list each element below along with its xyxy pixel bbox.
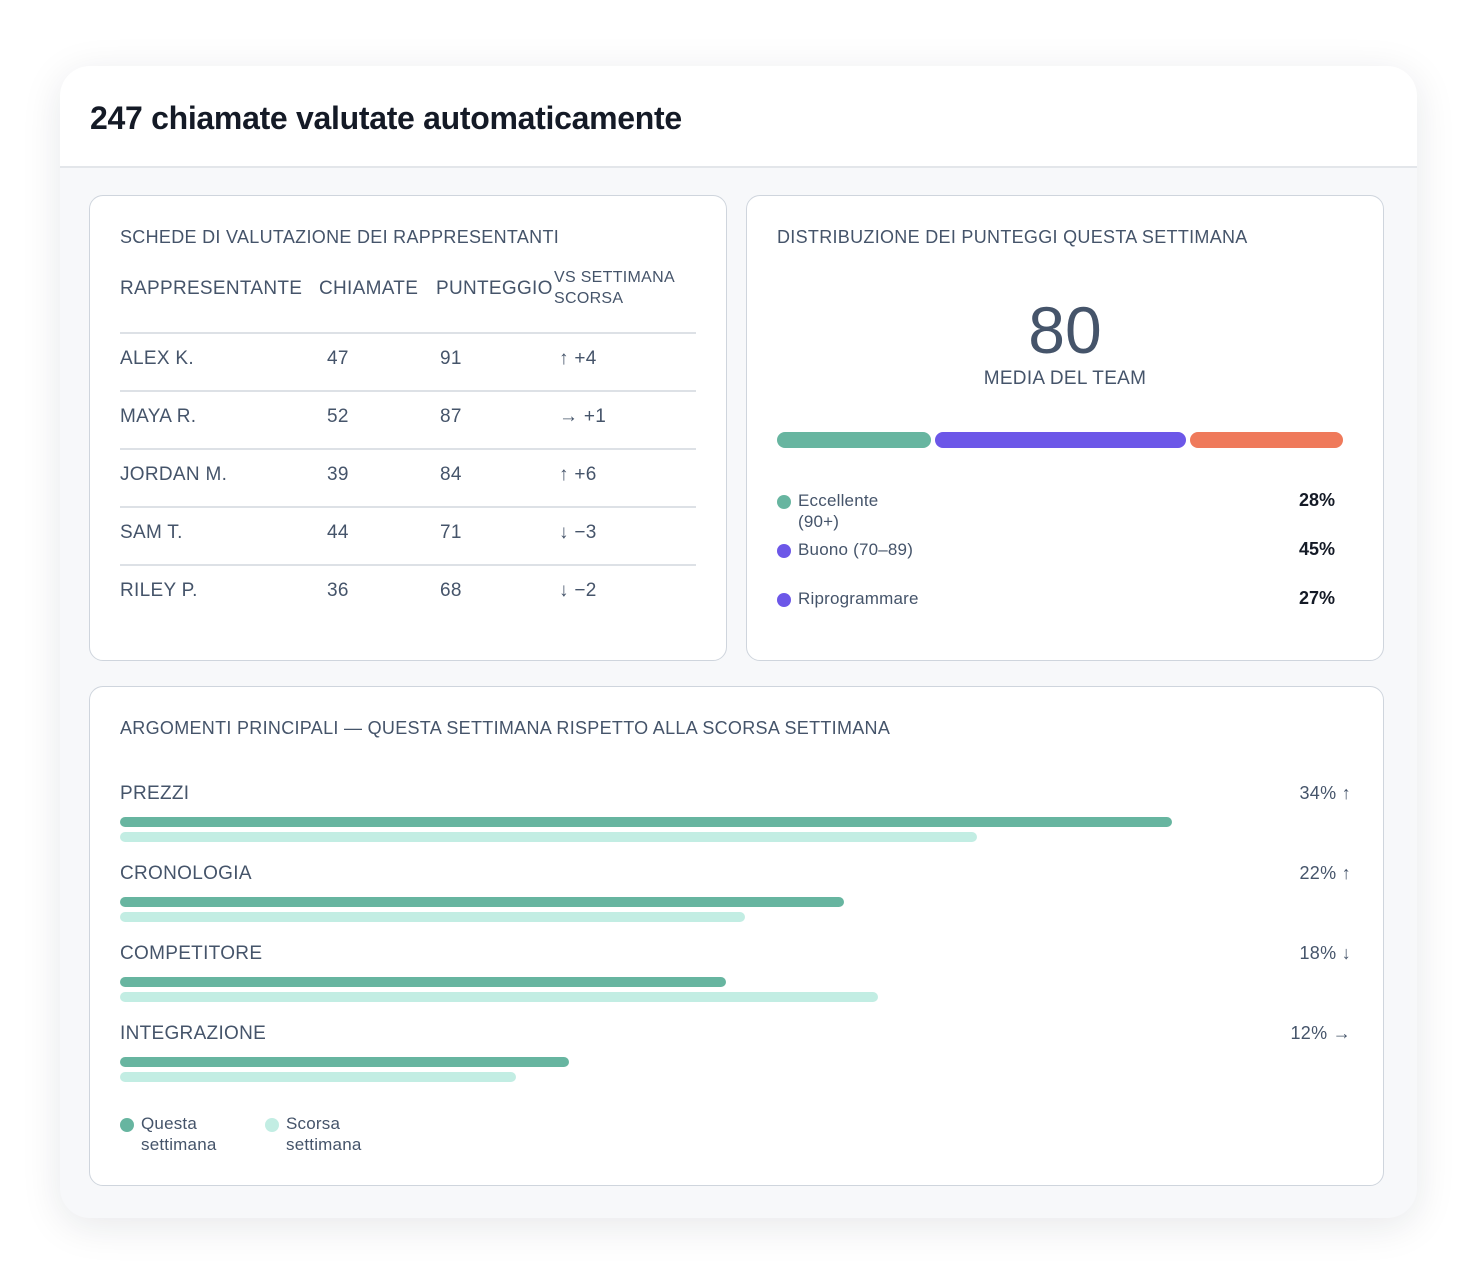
rep-trend: ↑ +4 (559, 348, 597, 369)
page-title: 247 chiamate valutate automaticamente (90, 100, 682, 136)
legend-label: Buono (70–89) (798, 540, 914, 559)
legend-dot (777, 593, 791, 607)
rep-name: ALEX K. (120, 348, 194, 369)
rep-trend: → +1 (559, 406, 607, 427)
this-week-bar (120, 977, 727, 987)
top-topics-panel: ARGOMENTI PRINCIPALI — QUESTA SETTIMANA … (89, 686, 1384, 1186)
rep-name: MAYA R. (120, 406, 197, 427)
rep-calls: 47 (327, 348, 349, 369)
rep-score: 91 (440, 348, 462, 369)
topic-percent: 34% ↑ (1299, 783, 1351, 803)
legend-label: Eccellente (90+) (798, 491, 879, 531)
score-distribution-panel: DISTRIBUZIONE DEI PUNTEGGI QUESTA SETTIM… (746, 195, 1384, 661)
column-header-vs-last-week: VS SETTIMANA SCORSA (554, 269, 675, 307)
row-divider (120, 506, 696, 508)
legend-percent: 28% (1298, 490, 1335, 510)
rep-score: 71 (440, 522, 462, 543)
team-average-value: 80 (1028, 293, 1102, 367)
rep-calls: 52 (327, 406, 349, 427)
topic-percent: 18% ↓ (1299, 943, 1351, 963)
legend-percent: 45% (1298, 539, 1335, 559)
last-week-bar (120, 912, 745, 922)
this-week-bar (120, 897, 845, 907)
row-divider (120, 390, 696, 392)
legend-label: Questa settimana (141, 1114, 217, 1154)
legend-label: Scorsa settimana (286, 1114, 362, 1154)
distribution-segment (1190, 432, 1343, 448)
distribution-title: DISTRIBUZIONE DEI PUNTEGGI QUESTA SETTIM… (777, 227, 1248, 247)
topic-label: COMPETITORE (120, 943, 263, 964)
last-week-bar (120, 992, 879, 1002)
topic-percent: 12% → (1290, 1023, 1351, 1043)
rep-name: SAM T. (120, 522, 183, 543)
scorecards-title: SCHEDE DI VALUTAZIONE DEI RAPPRESENTANTI (120, 227, 560, 247)
last-week-bar (120, 832, 978, 842)
this-week-bar (120, 1057, 569, 1067)
legend-dot (265, 1118, 279, 1132)
rep-trend: ↓ −3 (559, 522, 597, 543)
distribution-segment (777, 432, 932, 448)
column-header-calls: CHIAMATE (319, 278, 419, 299)
row-divider (120, 448, 696, 450)
rep-name: JORDAN M. (120, 464, 228, 485)
legend-dot (777, 544, 791, 558)
column-header-score: PUNTEGGIO (436, 278, 553, 299)
row-divider (120, 564, 696, 566)
legend-percent: 27% (1298, 588, 1335, 608)
topic-label: INTEGRAZIONE (120, 1023, 267, 1044)
card-header: 247 chiamate valutate automaticamente (60, 66, 1417, 168)
team-average-label: MEDIA DEL TEAM (983, 368, 1147, 389)
rep-calls: 39 (327, 464, 349, 485)
rep-trend: ↑ +6 (559, 464, 597, 485)
topics-title: ARGOMENTI PRINCIPALI — QUESTA SETTIMANA … (120, 718, 891, 738)
topic-label: CRONOLOGIA (120, 863, 252, 884)
rep-calls: 44 (327, 522, 349, 543)
legend-dot (120, 1118, 134, 1132)
row-divider (120, 332, 696, 334)
last-week-bar (120, 1072, 517, 1082)
legend-label: Riprogrammare (798, 589, 919, 608)
rep-trend: ↓ −2 (559, 580, 597, 601)
column-header-rep: RAPPRESENTANTE (120, 278, 303, 299)
legend-dot (777, 495, 791, 509)
topic-percent: 22% ↑ (1299, 863, 1351, 883)
rep-score: 87 (440, 406, 462, 427)
rep-score: 68 (440, 580, 462, 601)
dashboard-card: 247 chiamate valutate automaticamente SC… (60, 66, 1417, 1218)
rep-scorecards-panel: SCHEDE DI VALUTAZIONE DEI RAPPRESENTANTI… (89, 195, 727, 661)
rep-score: 84 (440, 464, 462, 485)
distribution-segment (935, 432, 1187, 448)
rep-calls: 36 (327, 580, 349, 601)
this-week-bar (120, 817, 1172, 827)
topic-label: PREZZI (120, 783, 190, 804)
rep-name: RILEY P. (120, 580, 198, 601)
